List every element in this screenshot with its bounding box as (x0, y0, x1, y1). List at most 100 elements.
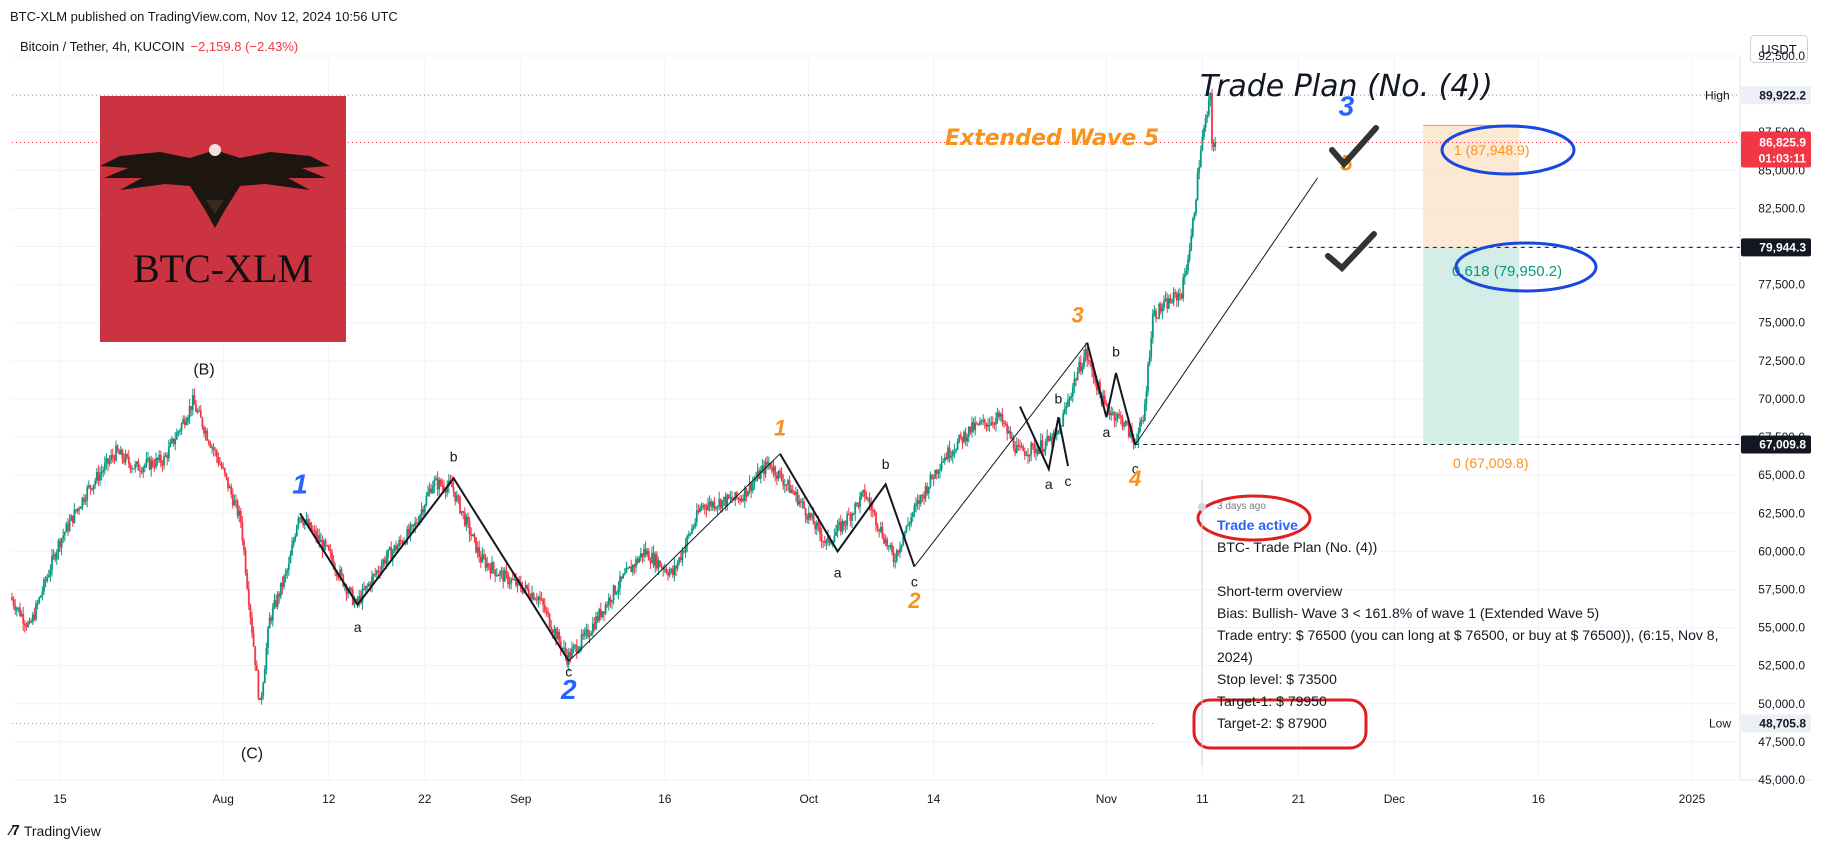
candle-body (151, 460, 154, 466)
candle-body (286, 570, 289, 573)
candle-body (633, 565, 636, 568)
candle-body (627, 567, 629, 569)
candle-body (364, 585, 367, 590)
candle-body (705, 507, 708, 510)
price-tick-label: 65,000.0 (1758, 468, 1805, 482)
candle-body (1031, 443, 1034, 445)
tradingview-logo[interactable]: ⁄7 TradingView (10, 822, 101, 839)
candle-body (1143, 404, 1146, 422)
candle-body (39, 595, 42, 598)
candle-body (20, 614, 23, 616)
candle-body (1043, 449, 1045, 452)
candle-body (1070, 396, 1073, 399)
candle-body (139, 470, 141, 472)
candle-body (507, 573, 509, 584)
candle-body (558, 631, 561, 642)
candle-body (495, 575, 498, 577)
candle-body (583, 631, 586, 636)
candle-body (143, 465, 146, 468)
candle-body (820, 534, 823, 542)
candle-body (681, 551, 684, 560)
candle-body (609, 597, 612, 603)
candle-body (595, 616, 597, 630)
candle-body (1126, 421, 1129, 423)
candle-body (972, 422, 975, 431)
candle-body (95, 472, 98, 481)
candle-body (297, 517, 300, 526)
candle-body (1153, 310, 1156, 315)
currency-button[interactable]: USDT (1750, 35, 1808, 63)
candle-body (316, 535, 319, 539)
candle-body (1116, 414, 1119, 419)
candle-body (92, 484, 95, 490)
candle-body (1038, 448, 1041, 455)
note-time: 3 days ago (1217, 501, 1266, 512)
candle-body (191, 395, 194, 410)
candle-body (374, 574, 377, 576)
candle-body (582, 634, 585, 636)
candle-body (1167, 298, 1170, 309)
candle-body (124, 454, 127, 463)
candle-body (732, 499, 735, 501)
price-tick-label: 57,500.0 (1758, 582, 1805, 596)
candle-body (1099, 381, 1101, 394)
candle-body (462, 511, 465, 513)
candle-body (1055, 433, 1058, 435)
candle-body (1142, 420, 1145, 422)
candle-body (1188, 250, 1191, 260)
candle-body (398, 540, 401, 546)
candle-body (308, 522, 311, 526)
fib-retracement[interactable] (1423, 124, 1520, 445)
candle-body (823, 541, 826, 543)
candle-body (1110, 413, 1113, 416)
candle-body (71, 515, 74, 523)
candle-body (647, 551, 650, 561)
candle-body (815, 522, 818, 530)
candle-body (65, 523, 68, 533)
candle-body (492, 562, 495, 570)
wave-line (299, 476, 570, 662)
candle-body (156, 458, 159, 461)
candle-body (382, 559, 385, 566)
candle-body (905, 525, 908, 533)
candle-body (455, 495, 458, 502)
candle-body (380, 565, 383, 573)
candle-body (876, 525, 879, 529)
low-badge-text: 48,705.8 (1759, 717, 1806, 731)
candle-body (585, 629, 588, 632)
symbol-info[interactable]: Bitcoin / Tether, 4h, KUCOIN −2,159.8 (−2… (20, 39, 298, 54)
candle-body (812, 514, 815, 525)
candle-body (817, 522, 820, 526)
note-stop: Stop level: $ 73500 (1217, 671, 1337, 687)
wave-line (1086, 342, 1137, 445)
candle-body (623, 573, 626, 575)
candle-body (1180, 294, 1183, 299)
candle-body (1065, 405, 1068, 409)
candle-body (718, 499, 721, 507)
candle-body (955, 449, 957, 452)
candle-body (747, 491, 749, 497)
candle-body (695, 510, 698, 523)
candle-body (147, 458, 149, 460)
candle-body (838, 521, 841, 525)
candle-body (385, 557, 388, 564)
candle-body (849, 514, 852, 521)
candle-body (1083, 356, 1085, 367)
wave-lines[interactable] (299, 177, 1319, 662)
candle-body (937, 470, 940, 474)
candle-body (854, 503, 857, 515)
candle-body (135, 461, 138, 465)
price-tick-label: 47,500.0 (1758, 735, 1805, 749)
candle-body (639, 553, 642, 558)
highlight-outline (1192, 698, 1368, 750)
candle-body (283, 576, 285, 587)
candle-body (579, 646, 581, 652)
wave-label: 3 (1071, 303, 1083, 328)
note-status[interactable]: Trade active (1217, 517, 1298, 533)
candle-body (361, 588, 364, 603)
candle-body (363, 588, 365, 590)
candle-body (822, 541, 825, 543)
candle-body (115, 445, 117, 461)
candle-body (97, 472, 100, 481)
